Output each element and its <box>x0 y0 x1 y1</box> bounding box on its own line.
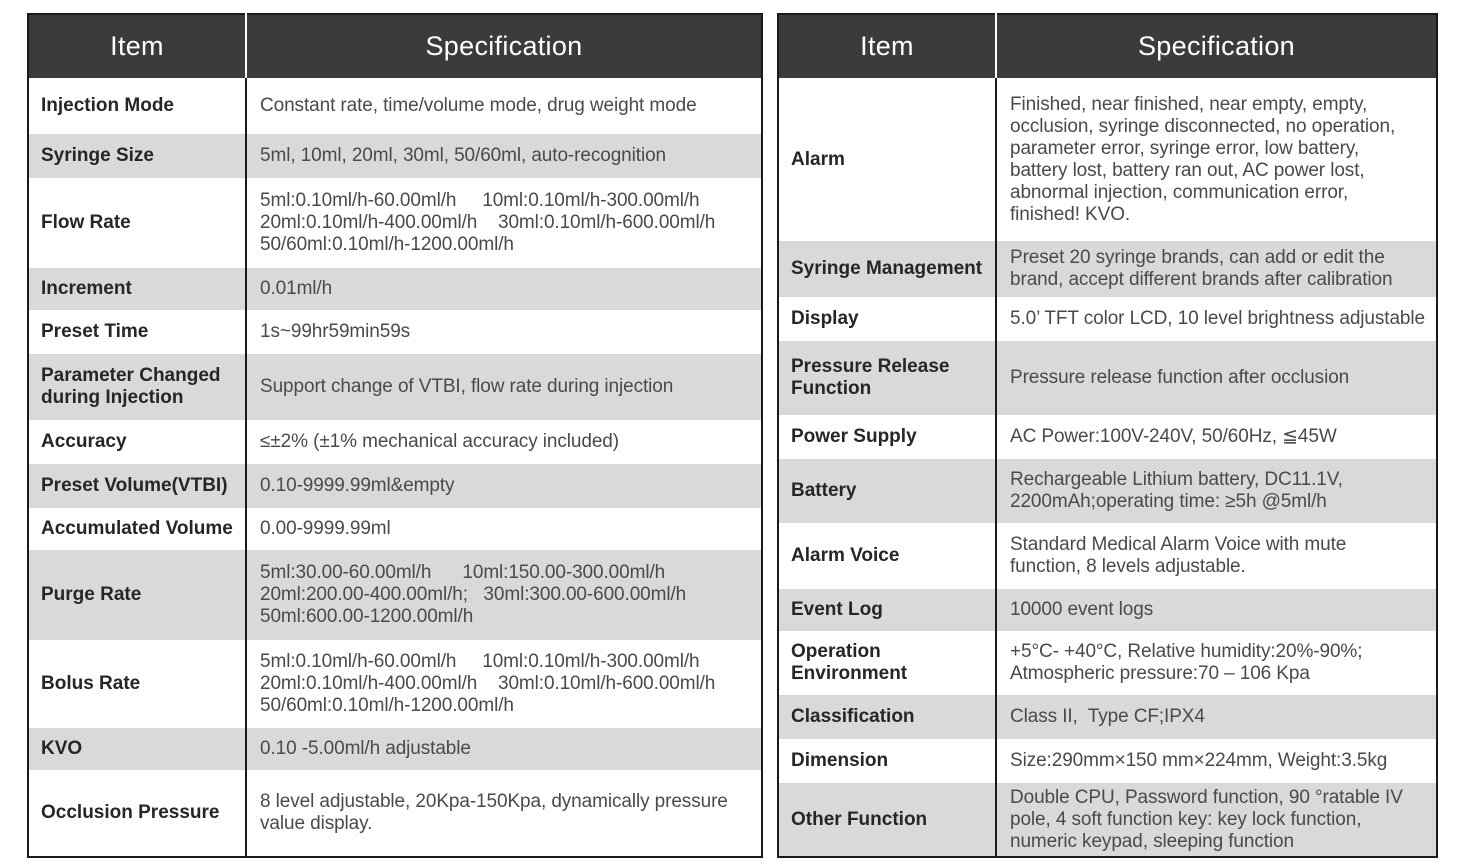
item-cell: Event Log <box>778 589 997 631</box>
item-cell: Preset Volume(VTBI) <box>28 464 247 508</box>
row-accuracy: Accuracy ≤±2% (±1% mechanical accuracy i… <box>28 420 762 464</box>
row-syringe-management: Syringe Management Preset 20 syringe bra… <box>778 241 1437 297</box>
item-cell: Syringe Management <box>778 241 997 297</box>
column-header-specification: Specification <box>246 14 762 78</box>
row-other-function: Other Function Double CPU, Password func… <box>778 783 1437 857</box>
spec-table-right: Item Specification Alarm Finished, near … <box>777 13 1438 858</box>
item-cell: Classification <box>778 695 997 739</box>
spec-cell: Double CPU, Password function, 90 °ratab… <box>1010 786 1403 852</box>
spec-cell: 0.00-9999.99ml <box>260 518 391 539</box>
row-kvo: KVO 0.10 -5.00ml/h adjustable <box>28 728 762 770</box>
spec-cell: 0.10 -5.00ml/h adjustable <box>260 738 471 759</box>
item-cell: Accuracy <box>28 420 247 464</box>
row-pressure-release-function: Pressure Release Function Pressure relea… <box>778 341 1437 415</box>
column-header-item: Item <box>778 14 997 78</box>
item-cell: Purge Rate <box>28 550 247 640</box>
row-classification: Classification Class II, Type CF;IPX4 <box>778 695 1437 739</box>
item-cell: Other Function <box>778 783 997 857</box>
spec-cell: 5.0’ TFT color LCD, 10 level brightness … <box>1010 308 1425 329</box>
item-cell: KVO <box>28 728 247 770</box>
spec-cell: 0.10-9999.99ml&empty <box>260 475 455 496</box>
spec-cell: ≤±2% (±1% mechanical accuracy included) <box>260 431 619 452</box>
spec-cell: 1s~99hr59min59s <box>260 321 411 342</box>
row-parameter-changed-during-injection: Parameter Changed during Injection Suppo… <box>28 354 762 420</box>
item-cell: Alarm <box>778 78 997 241</box>
column-header-item: Item <box>28 14 247 78</box>
item-cell: Alarm Voice <box>778 523 997 589</box>
spec-cell: Pressure release function after occlusio… <box>1010 367 1350 388</box>
spec-cell: Size:290mm×150 mm×224mm, Weight:3.5kg <box>1010 750 1388 771</box>
spec-cell: Class II, Type CF;IPX4 <box>1010 706 1205 727</box>
spec-cell: +5°C- +40°C, Relative humidity:20%-90%; … <box>1010 641 1363 684</box>
item-cell: Preset Time <box>28 310 247 354</box>
item-cell: Injection Mode <box>28 78 247 134</box>
row-injection-mode: Injection Mode Constant rate, time/volum… <box>28 78 762 134</box>
spec-cell: Constant rate, time/volume mode, drug we… <box>260 95 697 116</box>
item-cell: Accumulated Volume <box>28 508 247 550</box>
row-bolus-rate: Bolus Rate 5ml:0.10ml/h-60.00ml/h 10ml:0… <box>28 640 762 728</box>
row-increment: Increment 0.01ml/h <box>28 268 762 310</box>
row-battery: Battery Rechargeable Lithium battery, DC… <box>778 459 1437 523</box>
column-header-specification: Specification <box>996 14 1437 78</box>
table-header-row: Item Specification <box>28 14 762 78</box>
row-dimension: Dimension Size:290mm×150 mm×224mm, Weigh… <box>778 739 1437 783</box>
spec-cell: 10000 event logs <box>1010 599 1154 620</box>
table-header-row: Item Specification <box>778 14 1437 78</box>
spec-cell: 8 level adjustable, 20Kpa-150Kpa, dynami… <box>260 791 728 834</box>
row-alarm-voice: Alarm Voice Standard Medical Alarm Voice… <box>778 523 1437 589</box>
row-alarm: Alarm Finished, near finished, near empt… <box>778 78 1437 241</box>
item-cell: Occlusion Pressure <box>28 770 247 857</box>
spec-cell: Preset 20 syringe brands, can add or edi… <box>1010 247 1393 290</box>
row-flow-rate: Flow Rate 5ml:0.10ml/h-60.00ml/h 10ml:0.… <box>28 178 762 268</box>
row-power-supply: Power Supply AC Power:100V-240V, 50/60Hz… <box>778 415 1437 459</box>
item-cell: Battery <box>778 459 997 523</box>
spec-cell: Rechargeable Lithium battery, DC11.1V, 2… <box>1010 469 1343 512</box>
row-accumulated-volume: Accumulated Volume 0.00-9999.99ml <box>28 508 762 550</box>
item-cell: Dimension <box>778 739 997 783</box>
spec-table-left: Item Specification Injection Mode Consta… <box>27 13 763 858</box>
row-purge-rate: Purge Rate 5ml:30.00-60.00ml/h 10ml:150.… <box>28 550 762 640</box>
row-preset-volume-vtbi: Preset Volume(VTBI) 0.10-9999.99ml&empty <box>28 464 762 508</box>
row-syringe-size: Syringe Size 5ml, 10ml, 20ml, 30ml, 50/6… <box>28 134 762 178</box>
item-cell: Display <box>778 297 997 341</box>
spec-cell: 5ml:30.00-60.00ml/h 10ml:150.00-300.00ml… <box>260 562 687 627</box>
item-cell: Operation Environment <box>778 631 997 695</box>
spec-cell: 5ml:0.10ml/h-60.00ml/h 10ml:0.10ml/h-300… <box>260 651 716 716</box>
row-display: Display 5.0’ TFT color LCD, 10 level bri… <box>778 297 1437 341</box>
spec-cell: Finished, near finished, near empty, emp… <box>1010 93 1396 225</box>
spec-cell: 5ml, 10ml, 20ml, 30ml, 50/60ml, auto-rec… <box>260 145 667 166</box>
item-cell: Pressure Release Function <box>778 341 997 415</box>
row-operation-environment: Operation Environment +5°C- +40°C, Relat… <box>778 631 1437 695</box>
spec-cell: AC Power:100V-240V, 50/60Hz, ≦45W <box>1010 426 1337 447</box>
item-cell: Flow Rate <box>28 178 247 268</box>
spec-cell: Standard Medical Alarm Voice with mute f… <box>1010 534 1347 577</box>
spec-cell: Support change of VTBI, flow rate during… <box>260 376 674 397</box>
row-occlusion-pressure: Occlusion Pressure 8 level adjustable, 2… <box>28 770 762 857</box>
item-cell: Bolus Rate <box>28 640 247 728</box>
row-event-log: Event Log 10000 event logs <box>778 589 1437 631</box>
spec-cell: 0.01ml/h <box>260 278 333 299</box>
item-cell: Parameter Changed during Injection <box>28 354 247 420</box>
spec-cell: 5ml:0.10ml/h-60.00ml/h 10ml:0.10ml/h-300… <box>260 190 716 255</box>
item-cell: Power Supply <box>778 415 997 459</box>
item-cell: Syringe Size <box>28 134 247 178</box>
row-preset-time: Preset Time 1s~99hr59min59s <box>28 310 762 354</box>
item-cell: Increment <box>28 268 247 310</box>
